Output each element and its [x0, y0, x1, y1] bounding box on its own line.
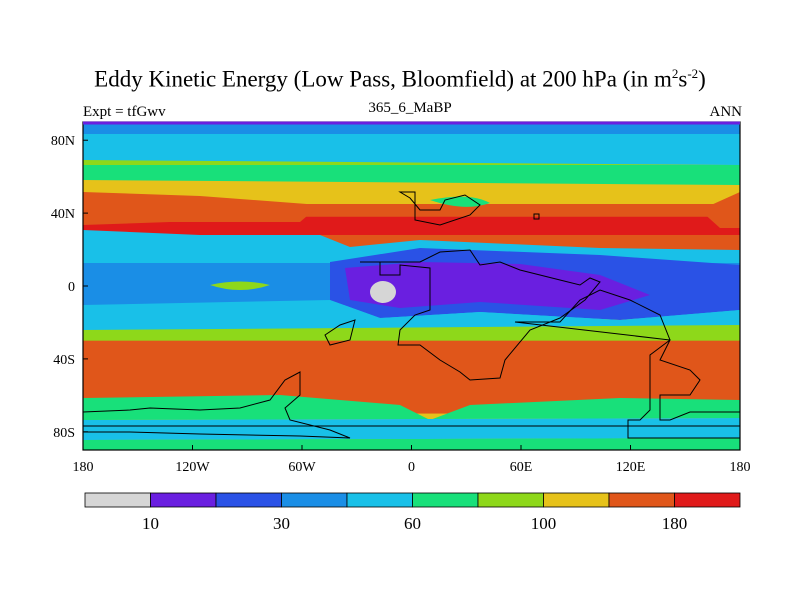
colorbar-swatch [412, 492, 479, 508]
colorbar-label: 60 [404, 514, 421, 533]
southern-cyan-band [83, 418, 740, 440]
north-atlantic-jet-core [83, 192, 320, 225]
y-tick-label: 80N [51, 134, 75, 149]
continent-outline-south-america [324, 319, 356, 346]
equatorial-band-cyan-south [83, 300, 740, 330]
southern-orange-patch [83, 380, 100, 390]
tropical-green-patch [210, 281, 270, 290]
continent-outline-asia [514, 289, 740, 439]
arctic-blue-band [83, 122, 740, 134]
map-field [83, 122, 740, 450]
equatorial-minimum-center [370, 281, 396, 303]
continent-outline-antarctica [83, 371, 351, 439]
experiment-label: Expt = tfGwv [83, 104, 166, 120]
colorbar-swatch [84, 492, 151, 508]
y-tick-label: 80S [53, 426, 75, 441]
equatorial-minimum-zone [345, 262, 650, 310]
colorbar: 10 30 60 100 180 [84, 492, 741, 533]
colorbar-swatch [543, 492, 610, 508]
colorbar-label: 100 [531, 514, 557, 533]
continent-outline-africa [360, 249, 601, 381]
x-tick-label: 180 [730, 460, 751, 475]
arctic-green-band [83, 165, 740, 185]
x-tick-label: 60E [510, 460, 533, 475]
colorbar-swatch [215, 492, 282, 508]
y-tick-label: 40N [51, 207, 75, 222]
colorbar-swatch [674, 492, 741, 508]
chart-title: Eddy Kinetic Energy (Low Pass, Bloomfiel… [94, 66, 706, 92]
colorbar-swatch [150, 492, 217, 508]
x-tick-label: 120W [175, 460, 210, 475]
x-tick-label: 0 [408, 460, 415, 475]
run-label: 365_6_MaBP [368, 100, 452, 116]
colorbar-swatch [346, 492, 413, 508]
coastlines [83, 191, 740, 439]
colorbar-label: 30 [273, 514, 290, 533]
colorbar-swatch [477, 492, 544, 508]
colorbar-label: 10 [142, 514, 159, 533]
arctic-cyan-band [83, 134, 740, 165]
x-tick-label: 180 [73, 460, 94, 475]
y-axis: 80N 40N 0 40S 80S [51, 134, 88, 441]
season-label: ANN [709, 104, 743, 120]
y-tick-label: 40S [53, 353, 75, 368]
x-tick-label: 60W [288, 460, 316, 475]
x-axis: 180 120W 60W 0 60E 120E 180 [73, 445, 751, 475]
north-pacific-jet-core [700, 192, 740, 228]
x-tick-label: 120E [616, 460, 646, 475]
north-cyan-blob [430, 196, 490, 207]
continent-outline-europe [398, 191, 481, 226]
y-tick-label: 0 [68, 280, 75, 295]
small-island [533, 213, 540, 220]
lat-band-13 [83, 368, 740, 393]
polar-green-band [83, 438, 740, 450]
colorbar-swatch [608, 492, 675, 508]
southern-green-band [83, 395, 740, 420]
colorbar-swatch [281, 492, 348, 508]
colorbar-label: 180 [662, 514, 688, 533]
